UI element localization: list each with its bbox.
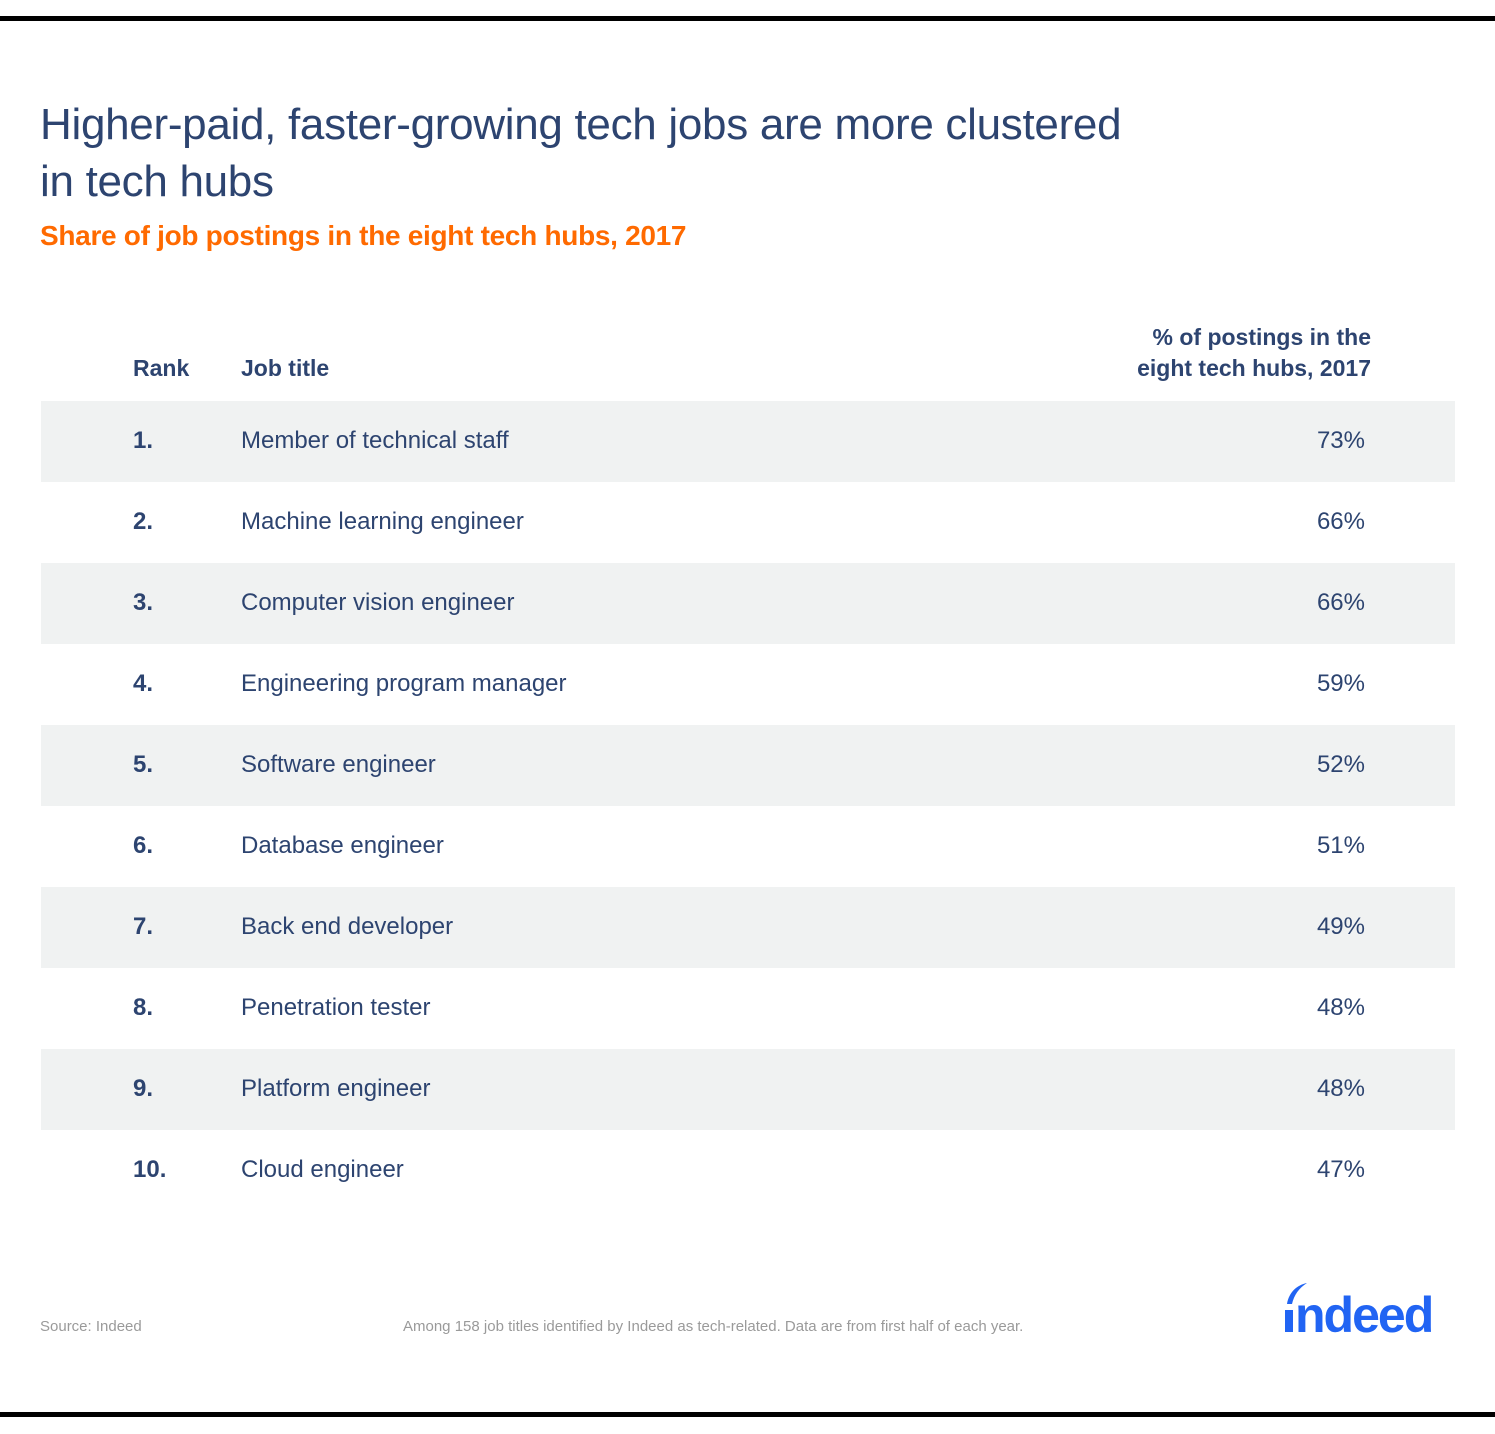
- value-cell: 66%: [1316, 589, 1365, 616]
- rank-cell: 1.: [133, 427, 154, 454]
- rank-cell: 8.: [133, 994, 154, 1021]
- table-row: 7. Back end developer 49%: [41, 887, 1455, 968]
- job-title-cell: Database engineer: [241, 832, 444, 859]
- chart-title: Higher-paid, faster-growing tech jobs ar…: [40, 100, 1122, 206]
- table-row: 3. Computer vision engineer 66%: [41, 563, 1455, 644]
- value-cell: 47%: [1316, 1156, 1365, 1183]
- indeed-logo: ndeed: [1285, 1283, 1434, 1336]
- value-cell: 73%: [1316, 427, 1365, 454]
- rank-cell: 3.: [133, 589, 154, 616]
- job-title-cell: Software engineer: [241, 751, 436, 778]
- value-cell: 48%: [1316, 1075, 1365, 1102]
- rank-cell: 5.: [133, 751, 154, 778]
- table-body: 1. Member of technical staff 73% 2. Machine …: [41, 401, 1455, 1211]
- header-value: % of postings in the eight tech hubs, 20…: [1137, 322, 1371, 384]
- table-row: 4. Engineering program manager 59%: [41, 644, 1455, 725]
- job-title-cell: Computer vision engineer: [241, 589, 515, 616]
- bottom-rule: [0, 1412, 1495, 1417]
- table-row: 5. Software engineer 52%: [41, 725, 1455, 806]
- table-row: 2. Machine learning engineer 66%: [41, 482, 1455, 563]
- table-row: 1. Member of technical staff 73%: [41, 401, 1455, 482]
- footnote: Among 158 job titles identified by Indee…: [403, 1318, 1024, 1335]
- rank-cell: 9.: [133, 1075, 154, 1102]
- source-note: Source: Indeed: [40, 1318, 142, 1335]
- value-cell: 52%: [1316, 751, 1365, 778]
- job-title-cell: Penetration tester: [241, 994, 431, 1021]
- job-title-cell: Cloud engineer: [241, 1156, 404, 1183]
- header-value-line2: eight tech hubs, 2017: [1137, 355, 1371, 381]
- job-title-cell: Platform engineer: [241, 1075, 431, 1102]
- chart-subtitle: Share of job postings in the eight tech …: [40, 220, 687, 251]
- svg-text:ndeed: ndeed: [1295, 1287, 1432, 1336]
- value-cell: 66%: [1316, 508, 1365, 535]
- rank-cell: 4.: [133, 670, 154, 697]
- table-row: 6. Database engineer 51%: [41, 806, 1455, 887]
- header-job-title: Job title: [241, 355, 330, 381]
- rank-cell: 6.: [133, 832, 154, 859]
- value-cell: 48%: [1316, 994, 1365, 1021]
- rank-cell: 2.: [133, 508, 154, 535]
- rank-cell: 7.: [133, 913, 154, 940]
- job-title-cell: Member of technical staff: [241, 427, 509, 454]
- rank-cell: 10.: [133, 1156, 167, 1183]
- table-row: 10. Cloud engineer 47%: [41, 1130, 1455, 1211]
- job-title-cell: Machine learning engineer: [241, 508, 524, 535]
- table-row: 8. Penetration tester 48%: [41, 968, 1455, 1049]
- header-rank: Rank: [133, 355, 190, 381]
- value-cell: 59%: [1316, 670, 1365, 697]
- job-title-cell: Engineering program manager: [241, 670, 567, 697]
- job-title-cell: Back end developer: [241, 913, 454, 940]
- value-cell: 51%: [1316, 832, 1365, 859]
- header-value-line1: % of postings in the: [1152, 324, 1372, 350]
- table-row: 9. Platform engineer 48%: [41, 1049, 1455, 1130]
- value-cell: 49%: [1316, 913, 1365, 940]
- top-rule: [0, 16, 1495, 21]
